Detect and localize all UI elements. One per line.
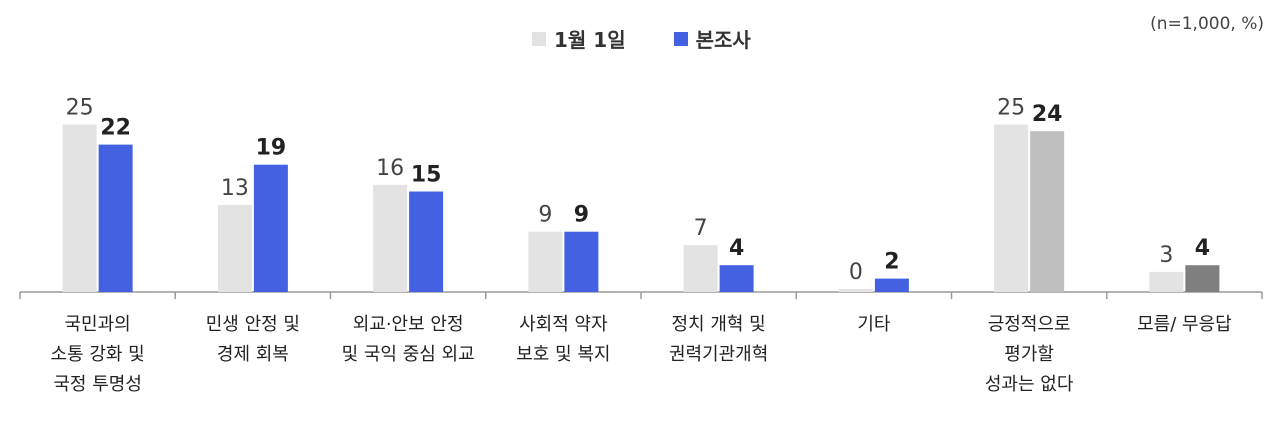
bar-series-1-cat-5 xyxy=(683,245,718,292)
bar-series-2-cat-1 xyxy=(98,144,133,292)
bar-series-2-cat-7 xyxy=(1030,131,1065,292)
category-label-line: 성과는 없다 xyxy=(984,374,1074,395)
legend-swatch-series-1 xyxy=(532,31,546,46)
legend-swatch-series-2 xyxy=(673,31,688,46)
data-label-series-2-cat-2: 19 xyxy=(256,136,287,161)
bar-series-2-cat-2 xyxy=(253,164,288,292)
category-label-line: 정치 개혁 및 xyxy=(671,314,766,335)
data-label-series-2-cat-5: 4 xyxy=(729,236,744,261)
data-label-series-2-cat-1: 22 xyxy=(100,116,131,141)
category-label-line: 권력기관개혁 xyxy=(668,344,769,365)
category-label-line: 국정 투명성 xyxy=(53,374,142,395)
bar-series-1-cat-1 xyxy=(62,124,97,292)
category-label-line: 소통 강화 및 xyxy=(50,344,145,365)
category-label-line: 민생 안정 및 xyxy=(205,314,300,335)
bar-series-1-cat-2 xyxy=(217,204,252,292)
category-label-line: 외교·안보 안정 xyxy=(352,314,464,335)
data-label-series-1-cat-7: 25 xyxy=(997,96,1025,121)
sample-note: (n=1,000, %) xyxy=(1150,14,1264,34)
legend-label-series-1: 1월 1일 xyxy=(554,28,626,52)
data-label-series-1-cat-3: 16 xyxy=(376,156,404,181)
category-label-line: 기타 xyxy=(857,314,891,335)
bar-series-2-cat-5 xyxy=(719,265,754,292)
category-label-line: 및 국익 중심 외교 xyxy=(341,344,475,365)
data-label-series-2-cat-6: 2 xyxy=(884,250,899,275)
legend-label-series-2: 본조사 xyxy=(695,28,751,52)
data-label-series-1-cat-6: 0 xyxy=(849,260,863,285)
data-label-series-2-cat-8: 4 xyxy=(1195,236,1210,261)
category-label-6: 기타 xyxy=(796,310,951,340)
bar-series-2-cat-8 xyxy=(1185,265,1220,292)
data-label-series-2-cat-7: 24 xyxy=(1032,102,1063,127)
category-label-line: 긍정적으로 xyxy=(987,314,1071,335)
bar-series-2-cat-6 xyxy=(874,278,909,292)
data-label-series-1-cat-4: 9 xyxy=(538,203,552,228)
category-label-line: 모름/ 무응답 xyxy=(1137,314,1232,335)
bar-series-1-cat-7 xyxy=(994,124,1029,292)
category-label-line: 경제 회복 xyxy=(216,344,289,365)
data-label-series-1-cat-2: 13 xyxy=(221,176,249,201)
data-label-series-1-cat-1: 25 xyxy=(66,96,94,121)
bar-series-1-cat-4 xyxy=(528,231,563,292)
bar-series-1-cat-3 xyxy=(373,184,408,292)
data-label-series-1-cat-5: 7 xyxy=(694,216,708,241)
category-label-line: 국민과의 xyxy=(64,314,131,335)
legend: 1월 1일 본조사 xyxy=(532,24,751,53)
legend-item-series-2: 본조사 xyxy=(673,24,751,53)
category-label-line: 보호 및 복지 xyxy=(516,344,611,365)
data-label-series-1-cat-8: 3 xyxy=(1159,243,1173,268)
bar-series-1-cat-8 xyxy=(1149,271,1184,292)
category-label-line: 사회적 약자 xyxy=(519,314,608,335)
category-label-line: 평가할 xyxy=(1004,344,1054,365)
data-label-series-2-cat-3: 15 xyxy=(411,163,442,188)
bar-series-2-cat-4 xyxy=(564,231,599,292)
category-label-8: 모름/ 무응답 xyxy=(1107,310,1262,340)
legend-item-series-1: 1월 1일 xyxy=(532,24,626,53)
bar-series-2-cat-3 xyxy=(409,191,444,292)
bar-series-1-cat-6 xyxy=(838,289,873,292)
data-label-series-2-cat-4: 9 xyxy=(574,203,589,228)
